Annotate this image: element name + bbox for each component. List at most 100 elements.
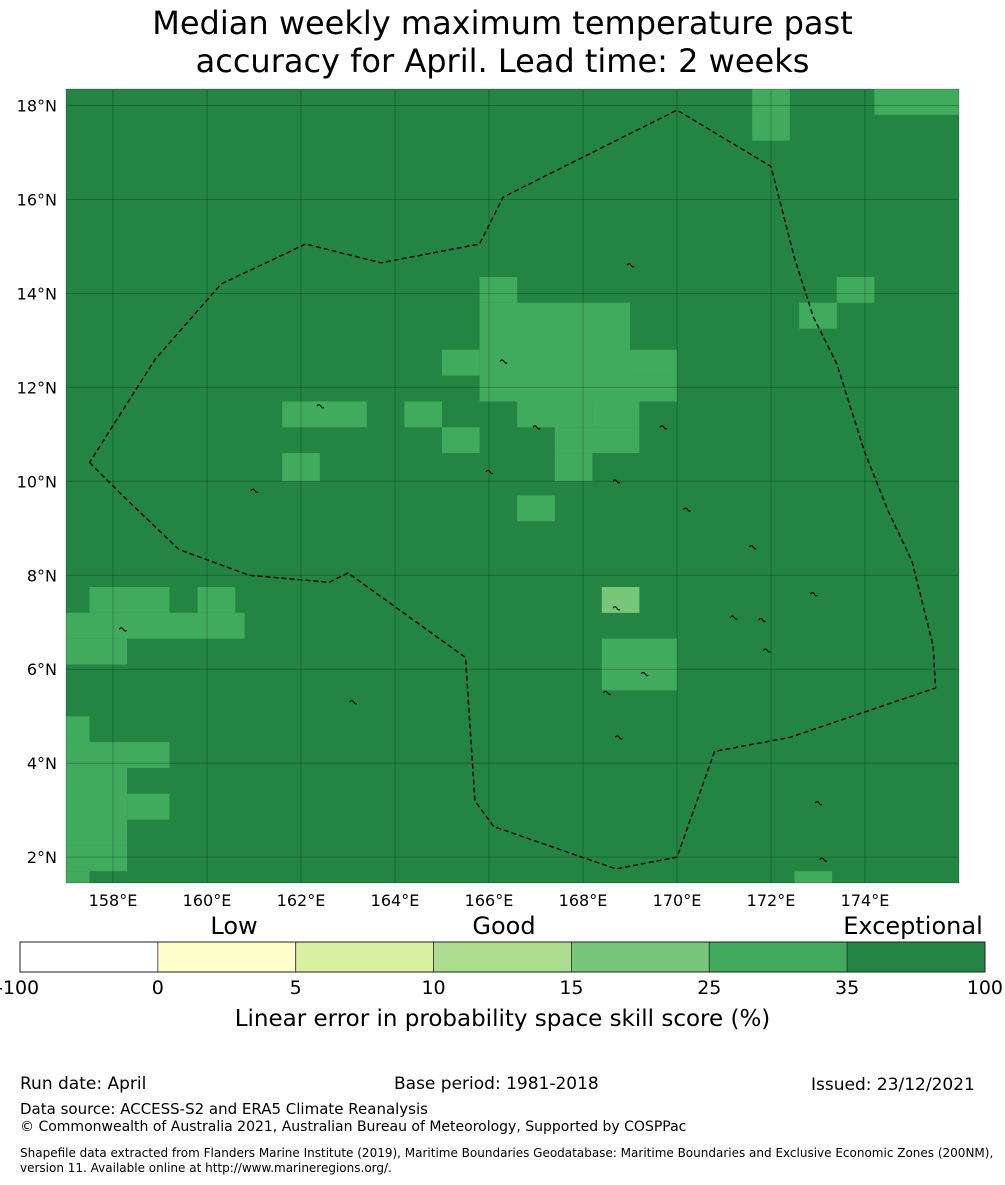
island-coastline — [748, 545, 757, 550]
skill-cell-15-25 — [601, 587, 640, 613]
latitude-label: 6°N — [27, 660, 57, 679]
colorbar-tick-label: 5 — [289, 977, 302, 999]
base-period: Base period: 1981-2018 — [394, 1074, 599, 1094]
island-coastline — [316, 404, 325, 409]
skill-cell-25-35 — [66, 845, 128, 872]
island-coastline — [612, 479, 621, 484]
skill-cell-25-35 — [601, 638, 677, 691]
eez-boundary — [88, 109, 937, 870]
skill-cell-25-35 — [404, 401, 442, 428]
island-coastline — [729, 615, 738, 620]
skill-cell-25-35 — [66, 871, 90, 883]
map-frame — [65, 88, 960, 884]
skill-cell-25-35 — [592, 401, 640, 428]
latitude-label: 10°N — [17, 472, 57, 491]
longitude-label: 172°E — [747, 891, 796, 910]
colorbar-axis-label: Linear error in probability space skill … — [234, 1006, 771, 1032]
skill-cell-25-35 — [836, 276, 875, 303]
skill-cell-25-35 — [517, 401, 593, 428]
skill-cell-25-35 — [479, 302, 630, 402]
longitude-label: 158°E — [89, 891, 138, 910]
island-coastline — [659, 425, 668, 430]
skill-cell-25-35 — [282, 453, 320, 482]
colorbar-tick-label: 0 — [151, 977, 164, 999]
issued-date: Issued: 23/12/2021 — [811, 1075, 975, 1095]
island-coastline — [758, 617, 767, 623]
colorbar-category-low: Low — [210, 912, 258, 940]
latitude-label: 18°N — [17, 96, 57, 115]
latitude-label: 14°N — [17, 284, 57, 303]
colorbar-band — [19, 941, 159, 973]
shapefile-credit-line-1: Shapefile data extracted from Flanders M… — [20, 1146, 994, 1160]
island-coastline — [499, 359, 508, 364]
colorbar-category-exceptional: Exceptional — [843, 912, 983, 940]
island-coastline — [250, 488, 259, 494]
colorbar-tick-label: 10 — [421, 977, 446, 999]
island-coastline — [612, 606, 621, 611]
latitude-label: 4°N — [27, 754, 57, 773]
island-coastline — [819, 857, 828, 862]
colorbar-band — [708, 941, 848, 973]
latitude-label: 12°N — [17, 378, 57, 397]
island-coastline — [814, 801, 823, 806]
skill-cell-25-35 — [554, 453, 593, 482]
map-panel: 18°N 16°N 14°N 12°N 10°N 8°N 6°N 4°N 2°N 158°E 160… — [17, 88, 960, 910]
colorbar-tick-label: -100 — [0, 977, 40, 999]
colorbar-band — [433, 941, 572, 973]
skill-cell-25-35 — [874, 89, 959, 115]
latitude-label: 2°N — [27, 848, 57, 867]
island-coastline — [603, 690, 611, 696]
skill-cell-25-35 — [66, 742, 170, 768]
skill-cell-25-35 — [554, 427, 640, 454]
longitude-label: 162°E — [277, 891, 326, 910]
longitude-label: 160°E — [183, 891, 232, 910]
island-coastline — [532, 425, 541, 430]
skill-cell-25-35 — [282, 401, 367, 428]
map-title: Median weekly maximum temperature past a… — [0, 4, 1005, 80]
data-source: Data source: ACCESS-S2 and ERA5 Climate … — [20, 1100, 428, 1118]
skill-cell-25-35 — [89, 587, 170, 613]
shapefile-credit-line-2: version 11. Available online at http://w… — [20, 1161, 392, 1175]
skill-cell-25-35 — [794, 871, 833, 883]
colorbar — [19, 941, 986, 973]
longitude-label: 166°E — [465, 891, 514, 910]
title-line-1: Median weekly maximum temperature past — [152, 4, 853, 42]
island-coastline — [682, 507, 691, 512]
longitude-label: 174°E — [841, 891, 890, 910]
skill-cell-25-35 — [479, 276, 518, 303]
latitude-label: 8°N — [27, 566, 57, 585]
island-coastline — [809, 592, 818, 597]
colorbar-band — [295, 941, 434, 973]
island-coastline — [118, 627, 127, 632]
title-line-2: accuracy for April. Lead time: 2 weeks — [195, 42, 810, 80]
colorbar-band — [846, 941, 986, 973]
skill-cell-25-35 — [517, 495, 555, 522]
island-coastline — [626, 263, 635, 268]
colorbar-band — [571, 941, 710, 973]
skill-cell-25-35 — [442, 427, 480, 454]
skill-cell-25-35 — [752, 89, 790, 141]
skill-cell-25-35 — [442, 349, 480, 376]
island-coastline — [349, 700, 358, 705]
colorbar-band — [157, 941, 297, 973]
colorbar-tick-label: 100 — [966, 977, 1003, 999]
skill-cell-25-35 — [66, 638, 128, 665]
skill-cell-25-35 — [197, 587, 236, 613]
map-background-exceptional — [66, 89, 959, 883]
skill-cell-25-35 — [66, 716, 90, 743]
longitude-label: 168°E — [559, 891, 608, 910]
skill-cell-25-35 — [127, 793, 170, 820]
colorbar-tick-label: 35 — [835, 977, 860, 999]
run-date: Run date: April — [20, 1074, 147, 1094]
colorbar-frame — [19, 941, 986, 973]
colorbar-category-good: Good — [472, 912, 536, 940]
skill-cell-25-35 — [630, 375, 677, 402]
longitude-label: 170°E — [653, 891, 702, 910]
skill-cell-25-35 — [799, 302, 837, 329]
colorbar-tick-label: 25 — [697, 977, 722, 999]
skill-cell-25-35 — [66, 612, 245, 639]
island-coastline — [485, 469, 494, 475]
longitude-label: 164°E — [371, 891, 420, 910]
latitude-label: 16°N — [17, 190, 57, 209]
